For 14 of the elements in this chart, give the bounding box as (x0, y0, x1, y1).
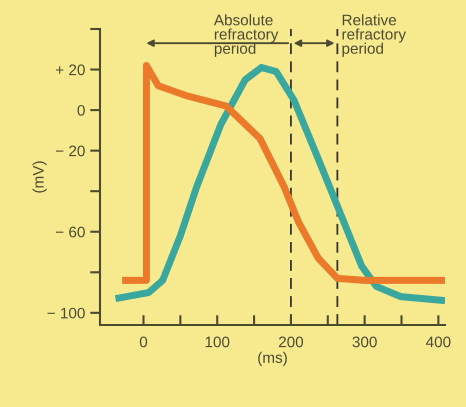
x-axis-title: (ms) (258, 352, 287, 366)
y-tick-label: − 100 (48, 308, 85, 319)
annotation: Relative refractory period (342, 14, 406, 57)
x-tick-label: 300 (352, 336, 377, 348)
x-tick-label: 200 (278, 336, 304, 348)
y-tick-label: − 20 (56, 146, 85, 156)
y-tick-label: 0 (78, 104, 85, 116)
x-tick-label: 400 (426, 336, 451, 348)
x-tick-label: 100 (206, 336, 230, 348)
annotation: Absolute refractory period (214, 14, 278, 57)
y-tick-label: − 60 (56, 226, 85, 238)
y-tick-label: + 20 (56, 64, 85, 76)
x-tick-label: 0 (140, 336, 148, 348)
y-axis-title: (mV) (32, 161, 47, 193)
